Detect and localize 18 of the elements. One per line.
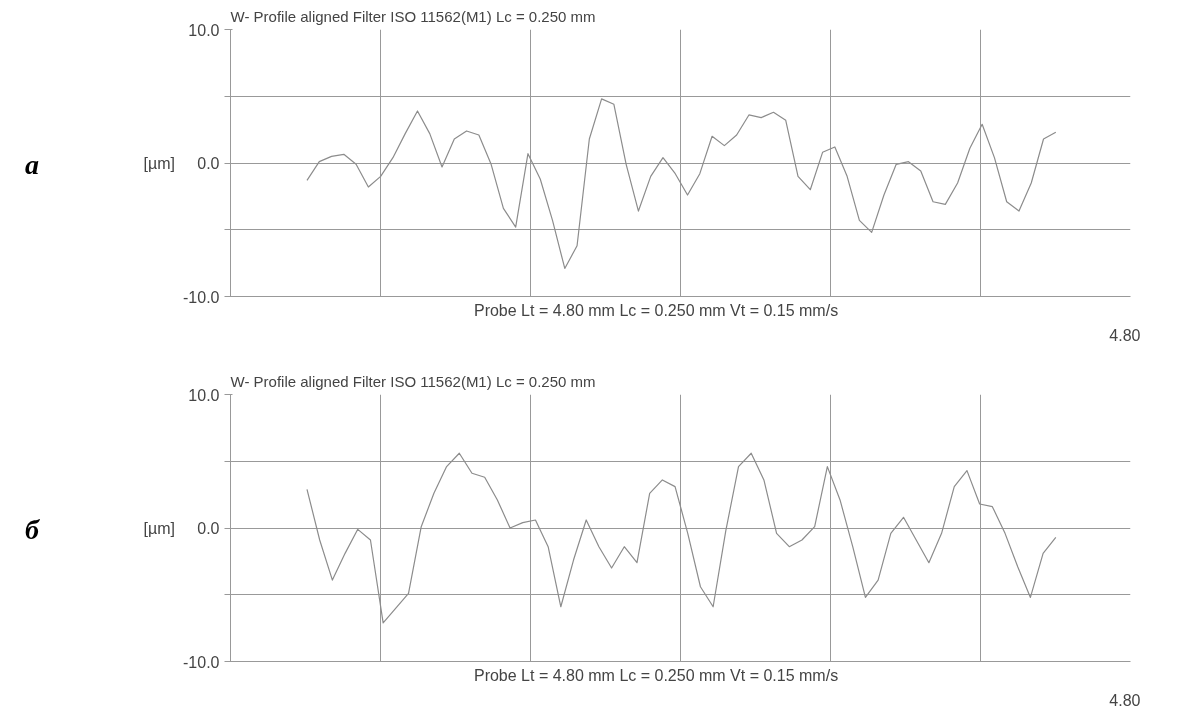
y-axis-title: [µm] (143, 519, 176, 537)
y-axis-title: [µm] (143, 154, 176, 172)
text: a (25, 148, 39, 182)
x-axis-title: Probe Lt = 4.80 mm Lc = 0.250 mm Vt = 0.15 mm/s (473, 301, 839, 319)
y-tick-label: 10.0 (188, 21, 220, 39)
y-tick-label: 10.0 (188, 386, 220, 404)
x-axis-title: Probe Lt = 4.80 mm Lc = 0.250 mm Vt = 0.15 mm/s (473, 666, 839, 684)
y-tick-label: 0.0 (197, 155, 220, 172)
y-tick-label: -10.0 (183, 288, 220, 306)
chart-title: W- Profile aligned Filter ISO 11562(M1) Lc = 0.250 mm (230, 7, 596, 25)
text: 4.80 (1109, 326, 1141, 344)
y-tick-label: 0.0 (197, 520, 220, 537)
y-tick-label: -10.0 (183, 653, 220, 671)
chart-title: W- Profile aligned Filter ISO 11562(M1) Lc = 0.250 mm (230, 372, 596, 390)
text: б (25, 513, 39, 547)
line-series (306, 98, 1057, 270)
text: 4.80 (1109, 691, 1141, 709)
line-series (306, 452, 1057, 624)
